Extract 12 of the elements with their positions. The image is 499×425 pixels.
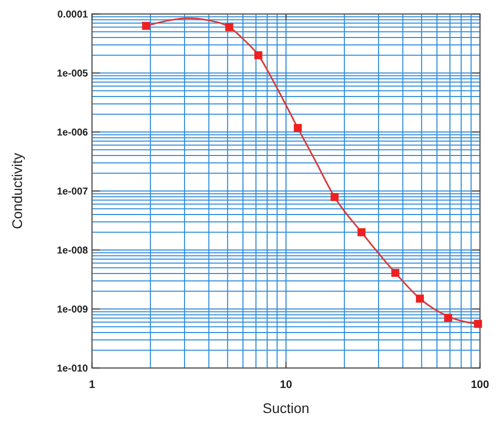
y-tick-label: 1e-006 <box>56 128 88 138</box>
y-tick-label: 1e-007 <box>56 186 88 198</box>
y-tick-label: 1e-009 <box>56 304 88 316</box>
x-axis-title: Suction <box>262 400 310 416</box>
x-tick-label: 10 <box>280 379 292 391</box>
x-tick-label: 1 <box>88 379 96 391</box>
y-axis-title: Conductivity <box>9 152 25 230</box>
y-tick-label: 1e-010 <box>56 364 88 374</box>
y-tick-label: 1e-008 <box>56 246 88 256</box>
y-tick-label: 1e-005 <box>56 68 88 80</box>
y-tick-label: 0.0001 <box>57 10 88 20</box>
x-tick-label: 100 <box>470 379 490 391</box>
